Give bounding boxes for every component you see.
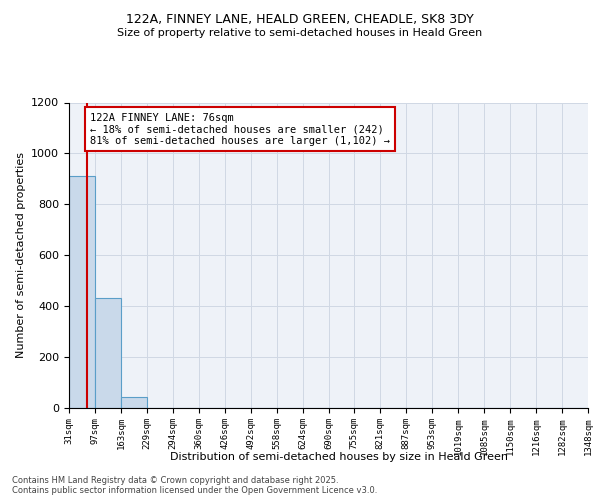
Text: Size of property relative to semi-detached houses in Heald Green: Size of property relative to semi-detach… [118,28,482,38]
Bar [121,398,147,407]
Bar [95,298,121,408]
Y-axis label: Number of semi-detached properties: Number of semi-detached properties [16,152,26,358]
Text: Contains HM Land Registry data © Crown copyright and database right 2025.
Contai: Contains HM Land Registry data © Crown c… [12,476,377,495]
Bar [69,176,95,408]
Text: Distribution of semi-detached houses by size in Heald Green: Distribution of semi-detached houses by … [170,452,508,462]
Text: 122A, FINNEY LANE, HEALD GREEN, CHEADLE, SK8 3DY: 122A, FINNEY LANE, HEALD GREEN, CHEADLE,… [126,12,474,26]
Text: 122A FINNEY LANE: 76sqm
← 18% of semi-detached houses are smaller (242)
81% of s: 122A FINNEY LANE: 76sqm ← 18% of semi-de… [90,112,390,146]
